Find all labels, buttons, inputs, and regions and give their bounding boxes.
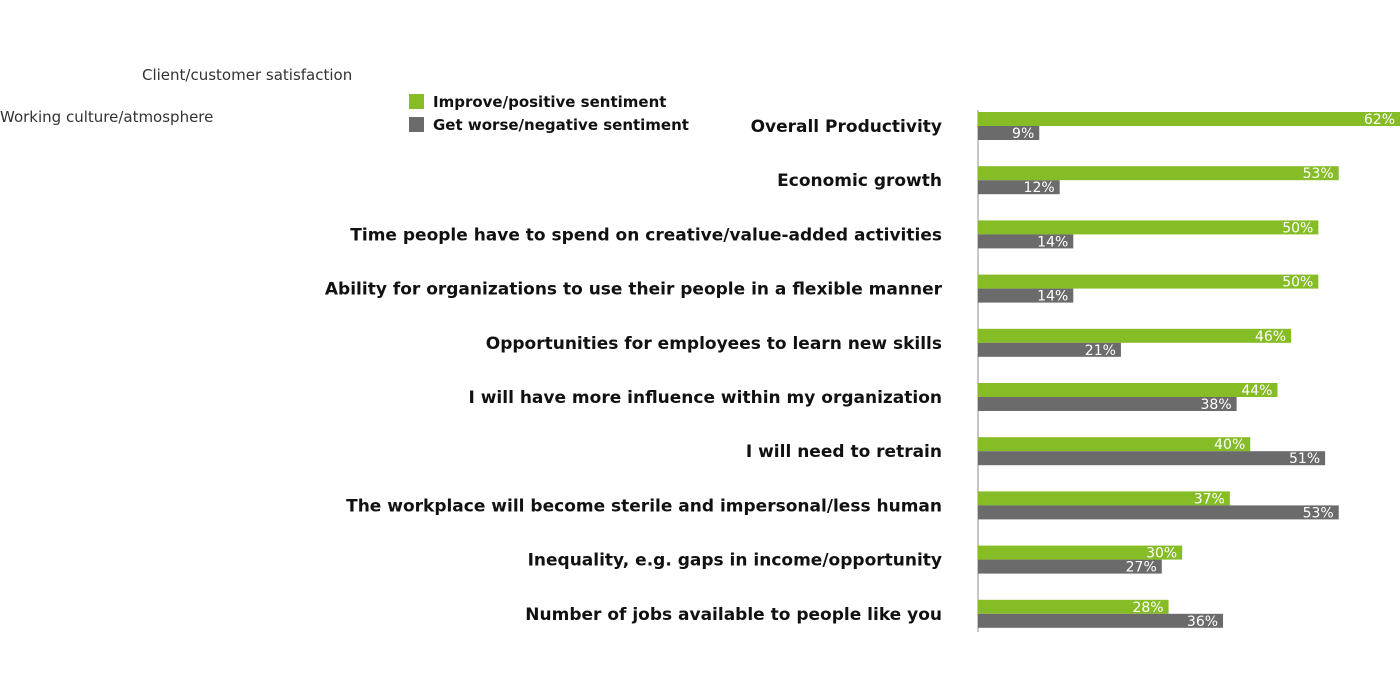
category-label: Opportunities for employees to learn new… [486,334,942,354]
bar-positive [978,112,1400,126]
bar-positive [978,599,1169,614]
value-label-positive: 46% [1255,329,1286,345]
legend-swatch-positive [409,94,424,109]
value-label-positive: 37% [1194,491,1225,507]
value-label-positive: 40% [1214,437,1245,453]
legend-label-negative: Get worse/negative sentiment [433,115,689,134]
legend-label-positive: Improve/positive sentiment [433,92,667,111]
bar-negative [978,126,1040,140]
value-label-negative: 21% [1085,343,1116,359]
bar-negative [978,342,1121,357]
category-label: Inequality, e.g. gaps in income/opportun… [528,551,942,571]
category-label: Number of jobs available to people like … [525,605,942,625]
value-label-negative: 14% [1037,234,1068,250]
bar-positive [978,383,1278,397]
category-label: Time people have to spend on creative/va… [350,225,942,245]
bar-positive [978,166,1339,181]
bar-negative [978,397,1237,411]
value-label-negative: 53% [1303,505,1334,521]
bar-positive [978,545,1183,560]
value-label-negative: 9% [1012,126,1034,142]
value-label-positive: 50% [1282,275,1313,291]
chart-legend: Improve/positive sentiment Get worse/neg… [409,90,689,136]
value-label-positive: 50% [1282,220,1313,236]
legend-item-positive: Improve/positive sentiment [409,90,689,113]
value-label-positive: 44% [1241,383,1272,399]
category-label: Overall Productivity [751,117,942,137]
bar-negative [978,505,1339,520]
category-label: I will have more influence within my org… [468,388,942,408]
value-label-negative: 27% [1126,560,1157,576]
bar-positive [978,491,1230,506]
category-label: Ability for organizations to use their p… [325,280,943,300]
bar-negative [978,613,1224,628]
value-label-negative: 51% [1289,451,1320,467]
bar-positive [978,437,1251,452]
category-label: I will need to retrain [746,442,942,462]
value-label-positive: 28% [1132,600,1163,616]
value-label-negative: 36% [1187,614,1218,630]
bar-positive [978,220,1319,235]
bar-negative [978,288,1074,303]
bar-negative [978,559,1162,574]
value-label-negative: 12% [1024,180,1055,196]
legend-item-negative: Get worse/negative sentiment [409,113,689,136]
stray-label-client-satisfaction: Client/customer satisfaction [142,66,353,84]
category-label: The workplace will become sterile and im… [346,496,942,516]
category-label: Economic growth [777,171,942,191]
bar-positive [978,328,1292,343]
value-label-negative: 14% [1037,289,1068,305]
bar-negative [978,451,1326,466]
value-label-positive: 53% [1303,166,1334,182]
bar-negative [978,234,1074,249]
value-label-positive: 62% [1364,112,1395,128]
legend-swatch-negative [409,117,424,132]
bar-negative [978,180,1060,195]
bar-positive [978,274,1319,289]
value-label-negative: 38% [1201,397,1232,413]
stray-label-working-culture: Working culture/atmosphere [0,108,214,126]
value-label-positive: 30% [1146,546,1177,562]
